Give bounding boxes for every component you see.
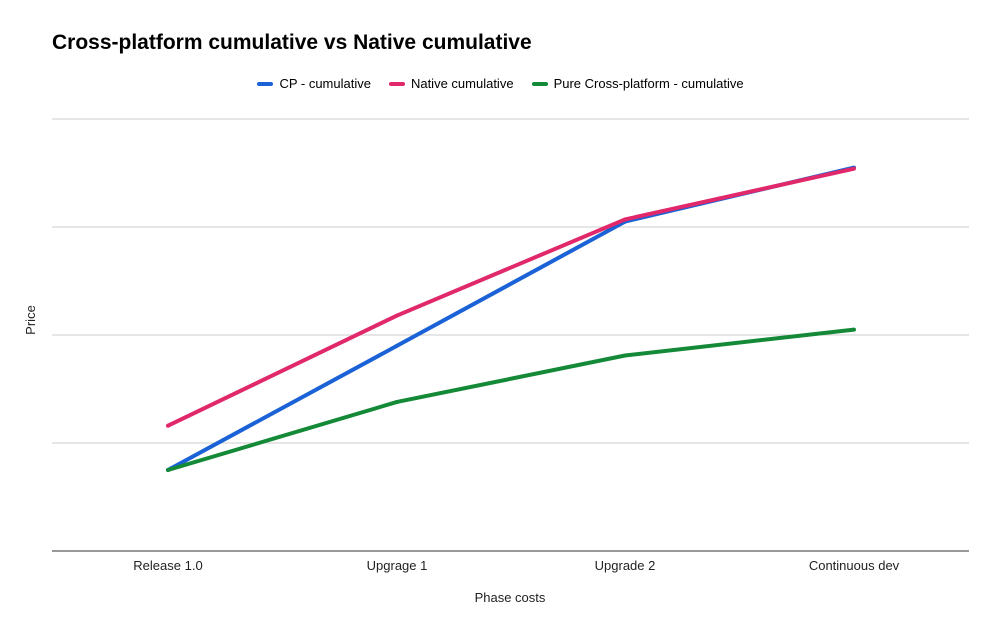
series-line-1[interactable]	[167, 166, 855, 428]
x-tick-labels: Release 1.0 Upgrage 1 Upgrade 2 Continuous …	[133, 558, 899, 573]
legend-item-cp-cumulative[interactable]: CP - cumulative	[257, 76, 371, 91]
data-point[interactable]	[395, 313, 399, 318]
legend-swatch	[388, 81, 405, 86]
x-tick-label: Upgrade 2	[595, 558, 656, 573]
y-axis-label: Price	[23, 305, 38, 335]
data-point[interactable]	[852, 166, 856, 171]
legend-item-pure-cross-platform-cumulative[interactable]: Pure Cross-platform - cumulative	[531, 76, 744, 91]
legend-label: CP - cumulative	[279, 76, 371, 91]
chart-title: Cross-platform cumulative vs Native cumu…	[52, 31, 532, 54]
data-point[interactable]	[623, 353, 627, 358]
x-tick-label: Upgrage 1	[367, 558, 428, 573]
legend-swatch	[257, 81, 274, 86]
data-point[interactable]	[395, 399, 399, 404]
data-point[interactable]	[623, 217, 627, 222]
x-tick-label: Release 1.0	[133, 558, 202, 573]
grid-lines	[52, 118, 969, 552]
data-point[interactable]	[166, 468, 170, 472]
legend-label: Native cumulative	[410, 76, 514, 91]
series-lines	[166, 165, 856, 472]
legend-label: Pure Cross-platform - cumulative	[553, 76, 744, 91]
data-point[interactable]	[395, 343, 399, 348]
data-point[interactable]	[166, 423, 170, 428]
series-line-0[interactable]	[167, 165, 855, 472]
x-axis-label: Phase costs	[475, 590, 546, 605]
legend: CP - cumulative Native cumulative Pure C…	[0, 76, 1001, 91]
x-tick-label: Continuous dev	[809, 558, 900, 573]
legend-item-native-cumulative[interactable]: Native cumulative	[388, 76, 514, 91]
data-point[interactable]	[852, 327, 856, 332]
legend-swatch	[531, 81, 548, 86]
series-line-2[interactable]	[167, 327, 855, 472]
